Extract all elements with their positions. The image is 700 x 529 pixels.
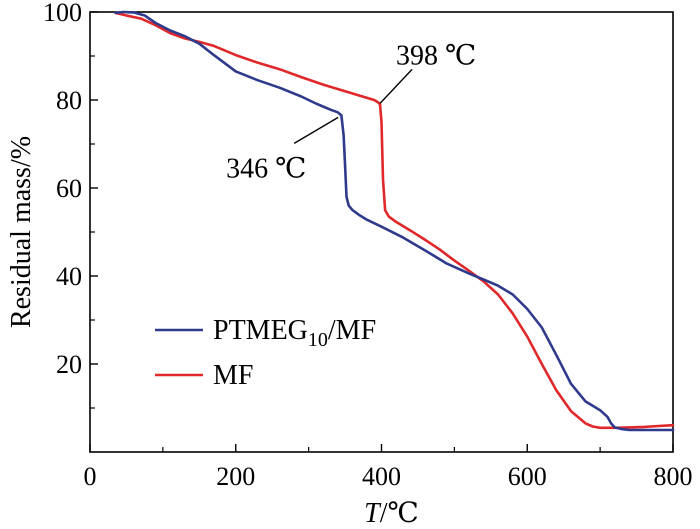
y-tick-label: 80	[56, 86, 82, 115]
y-tick-label: 100	[43, 0, 82, 27]
annotation-leader-346	[293, 116, 339, 145]
x-tick-label: 800	[654, 462, 693, 491]
annotation-label-398: 398 ℃	[396, 40, 476, 71]
plot-area	[89, 11, 674, 453]
y-axis: 20 40 60 80 100	[43, 0, 98, 409]
series-line-ptmeg-mf	[114, 10, 675, 432]
legend-label-mf: MF	[213, 360, 253, 391]
x-axis-title: T/℃	[364, 498, 419, 529]
legend: PTMEG10/MF MF	[155, 315, 376, 391]
y-axis-title: Residual mass/%	[6, 136, 37, 328]
legend-label-ptmeg-mf: PTMEG10/MF	[213, 315, 376, 351]
y-tick-label: 60	[56, 174, 82, 203]
x-tick-label: 0	[84, 462, 97, 491]
series-line-mf	[114, 11, 675, 430]
plot-frame	[89, 11, 674, 453]
series-layer	[114, 10, 675, 432]
annotation-label-346: 346 ℃	[226, 153, 306, 184]
y-tick-label: 40	[56, 262, 82, 291]
x-axis-title-var: T	[364, 498, 382, 529]
x-tick-label: 200	[216, 462, 255, 491]
x-axis: 0 200 400 600 800	[84, 444, 693, 491]
x-tick-label: 400	[362, 462, 401, 491]
annotations: 398 ℃ 346 ℃	[226, 40, 476, 184]
x-axis-title-unit: /℃	[380, 498, 419, 529]
annotation-leader-398	[379, 68, 413, 104]
x-tick-label: 600	[508, 462, 547, 491]
y-tick-label: 20	[56, 350, 82, 379]
